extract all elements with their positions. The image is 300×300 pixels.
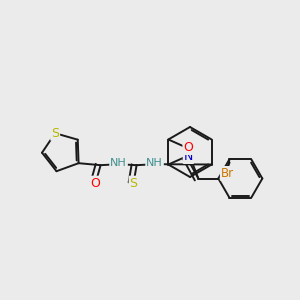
- Text: NH: NH: [110, 158, 127, 168]
- Text: S: S: [130, 177, 138, 190]
- Text: N: N: [184, 150, 193, 163]
- Text: O: O: [183, 141, 193, 154]
- Text: S: S: [51, 127, 59, 140]
- Text: Br: Br: [221, 167, 234, 180]
- Text: NH: NH: [146, 158, 163, 168]
- Text: O: O: [91, 177, 100, 190]
